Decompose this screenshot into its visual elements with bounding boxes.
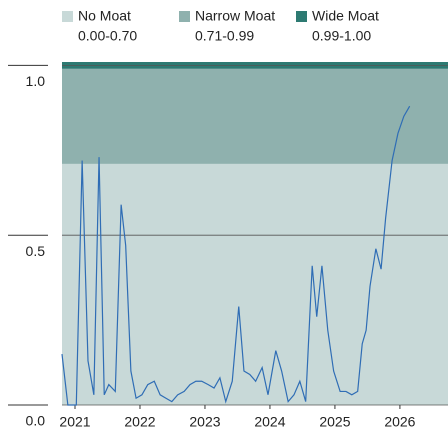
y-tick-label: 0.5 <box>26 243 46 259</box>
legend-label: Wide Moat <box>312 8 379 24</box>
legend-label: Narrow Moat <box>195 8 275 24</box>
legend-label: No Moat <box>78 8 131 24</box>
legend-swatch <box>179 11 190 22</box>
legend-range: 0.71-0.99 <box>195 28 254 44</box>
x-tick-label: 2022 <box>124 414 155 430</box>
legend-swatch <box>296 11 307 22</box>
band <box>62 68 448 164</box>
data-line <box>61 105 411 406</box>
x-tick-label: 2026 <box>384 414 415 430</box>
x-tick-label: 2025 <box>319 414 350 430</box>
x-tick-label: 2024 <box>254 414 285 430</box>
legend-range: 0.00-0.70 <box>78 28 137 44</box>
band <box>62 163 448 405</box>
x-tick-label: 2023 <box>189 414 220 430</box>
y-tick-label: 1.0 <box>26 73 46 89</box>
x-tick-label: 2021 <box>59 414 90 430</box>
legend-range: 0.99-1.00 <box>312 28 371 44</box>
y-tick-label: 0.0 <box>26 413 46 429</box>
legend-swatch <box>62 11 73 22</box>
